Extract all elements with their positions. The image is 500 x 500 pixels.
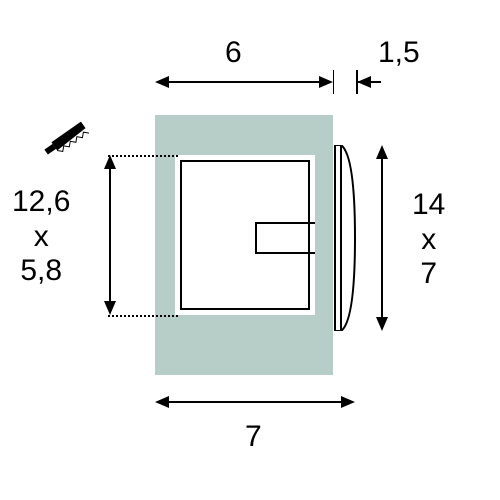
dimension-label-plate: 14 x 7 — [412, 188, 445, 292]
dimension-label-plate-l1: 14 — [412, 188, 445, 221]
dimension-label-depth: 1,5 — [378, 36, 420, 71]
flush-plate — [333, 145, 357, 331]
dimension-arrow-depth — [333, 70, 393, 94]
dimension-arrow-plate-height — [370, 145, 394, 331]
dimension-label-cutout-l3: 5,8 — [20, 254, 62, 287]
dimension-label-plate-l2: x — [421, 223, 436, 256]
dotted-line-bottom — [108, 315, 178, 317]
dimension-label-bottom-width: 7 — [245, 420, 262, 455]
dimension-label-top-width: 6 — [225, 36, 242, 71]
dimension-label-plate-l3: 7 — [420, 257, 437, 290]
dimension-arrow-cutout-height — [98, 155, 122, 315]
dimension-label-cutout: 12,6 x 5,8 — [12, 185, 70, 289]
inner-component — [255, 222, 315, 254]
dimension-arrow-bottom-width — [155, 390, 355, 414]
dimension-label-cutout-l1: 12,6 — [12, 185, 70, 218]
dimension-label-cutout-l2: x — [34, 220, 49, 253]
diagram-stage: 6 1,5 12,6 x 5,8 14 x 7 — [0, 0, 500, 500]
dimension-arrow-top-width — [155, 70, 333, 94]
saw-icon — [42, 120, 94, 156]
